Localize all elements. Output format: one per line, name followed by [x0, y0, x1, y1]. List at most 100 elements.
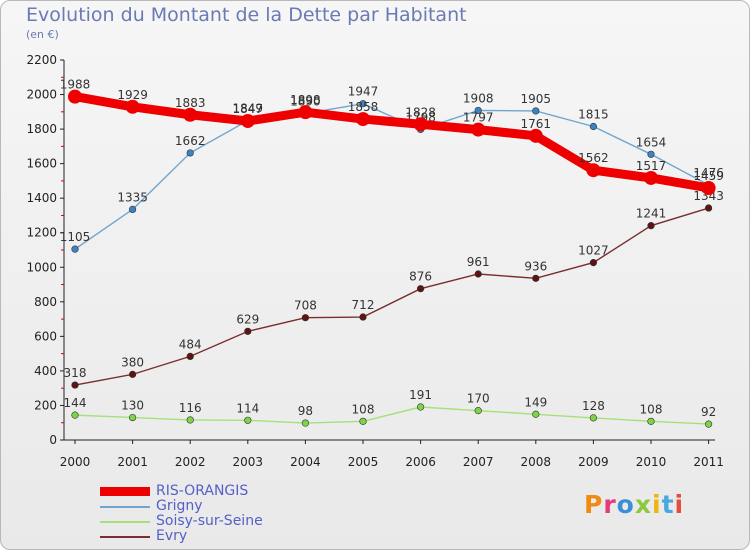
data-label-grigny: 1849 [233, 102, 264, 116]
data-label-evry: 876 [409, 270, 432, 284]
data-label-soisy-sur-seine: 128 [582, 399, 605, 413]
data-label-grigny: 1905 [521, 92, 552, 106]
data-label-soisy-sur-seine: 170 [467, 392, 490, 406]
data-label-ris-orangis: 1562 [578, 151, 609, 165]
legend-swatch-ris-orangis [100, 487, 150, 496]
data-label-soisy-sur-seine: 116 [179, 401, 202, 415]
data-label-soisy-sur-seine: 149 [524, 395, 547, 409]
x-tick-label: 2003 [233, 455, 264, 469]
legend-label-grigny: Grigny [156, 498, 203, 514]
data-label-soisy-sur-seine: 98 [298, 404, 313, 418]
series-line-evry [74, 207, 709, 386]
data-label-ris-orangis: 1797 [463, 111, 494, 125]
logo-letter: i [674, 490, 685, 519]
data-label-soisy-sur-seine: 130 [121, 399, 144, 413]
x-tick-label: 2002 [175, 455, 206, 469]
data-point-grigny [532, 107, 540, 115]
y-tick-label: 600 [34, 329, 57, 343]
series-line-grigny [74, 102, 709, 250]
data-label-evry: 484 [179, 337, 202, 351]
data-point-evry [532, 274, 540, 282]
data-label-grigny: 1654 [636, 135, 667, 149]
data-label-soisy-sur-seine: 108 [352, 402, 375, 416]
y-tick-label: 1600 [26, 157, 57, 171]
series-line-soisy-sur-seine [74, 406, 709, 425]
data-label-evry: 961 [467, 255, 490, 269]
data-point-ris-orangis [356, 112, 370, 127]
data-label-evry: 318 [64, 366, 87, 380]
y-tick-label: 2000 [26, 88, 57, 102]
x-tick-label: 2010 [636, 455, 667, 469]
data-point-ris-orangis [586, 163, 601, 178]
data-point-grigny [71, 245, 79, 253]
logo-letter: P [584, 490, 604, 519]
x-tick-label: 2007 [463, 455, 494, 469]
data-label-evry: 708 [294, 299, 317, 313]
proxiti-logo: Proxiti [584, 490, 684, 519]
data-point-ris-orangis [644, 170, 658, 185]
legend-swatch-soisy-sur-seine [100, 521, 150, 523]
data-label-soisy-sur-seine: 114 [236, 401, 259, 415]
data-point-evry [186, 352, 194, 361]
data-point-soisy-sur-seine [186, 416, 194, 424]
data-point-grigny [359, 100, 367, 108]
y-tick-label: 400 [34, 364, 57, 378]
data-point-evry [359, 313, 367, 321]
data-point-soisy-sur-seine [129, 413, 137, 422]
data-point-soisy-sur-seine [244, 416, 252, 424]
legend-label-ris-orangis: RIS-ORANGIS [156, 483, 249, 499]
data-label-ris-orangis: 1517 [636, 159, 667, 173]
data-point-grigny [186, 149, 194, 157]
data-point-evry [647, 222, 655, 230]
data-point-ris-orangis [471, 122, 486, 137]
data-point-evry [71, 381, 79, 389]
data-point-grigny [589, 122, 598, 131]
data-label-evry: 1027 [578, 244, 609, 258]
legend-label-evry: Evry [156, 528, 188, 544]
data-point-grigny [474, 106, 482, 115]
data-label-ris-orangis: 1459 [693, 169, 724, 183]
data-label-ris-orangis: 1847 [233, 102, 264, 116]
data-point-ris-orangis [240, 113, 255, 128]
data-point-soisy-sur-seine [532, 410, 540, 418]
x-tick-label: 2001 [117, 455, 148, 469]
data-point-soisy-sur-seine [474, 407, 482, 415]
data-point-soisy-sur-seine [359, 417, 367, 425]
x-tick-label: 2008 [521, 455, 552, 469]
data-label-evry: 1241 [636, 207, 667, 221]
data-point-ris-orangis [125, 99, 140, 114]
x-tick-label: 2000 [60, 455, 91, 469]
data-point-evry [129, 370, 137, 378]
logo-letter: i [652, 490, 662, 519]
data-point-soisy-sur-seine [647, 417, 655, 425]
data-point-evry [474, 270, 482, 278]
data-point-evry [244, 327, 252, 335]
data-point-ris-orangis [701, 180, 716, 195]
data-point-grigny [647, 150, 655, 158]
x-tick-label: 2004 [290, 455, 321, 469]
data-point-soisy-sur-seine [417, 403, 425, 411]
data-point-grigny [129, 205, 137, 214]
data-label-ris-orangis: 1929 [117, 88, 148, 102]
data-point-ris-orangis [298, 105, 313, 120]
logo-letter: r [603, 490, 617, 519]
data-label-ris-orangis: 1883 [175, 96, 206, 110]
data-label-evry: 1343 [693, 189, 724, 203]
y-tick-label: 1200 [26, 226, 57, 240]
data-label-ris-orangis: 1858 [348, 100, 379, 114]
logo-letter: o [616, 490, 635, 519]
x-tick-label: 2005 [348, 455, 379, 469]
data-point-soisy-sur-seine [589, 414, 598, 422]
data-label-grigny: 1947 [348, 85, 379, 99]
data-point-ris-orangis [183, 107, 198, 122]
data-label-ris-orangis: 1898 [290, 93, 321, 107]
data-point-ris-orangis [528, 128, 543, 143]
data-label-grigny: 1815 [578, 108, 609, 122]
data-point-evry [301, 314, 310, 322]
data-label-ris-orangis: 1988 [60, 78, 91, 92]
data-label-soisy-sur-seine: 144 [64, 396, 87, 410]
data-label-grigny: 1662 [175, 134, 206, 148]
x-tick-label: 2009 [578, 455, 609, 469]
data-label-grigny: 1890 [290, 95, 321, 109]
